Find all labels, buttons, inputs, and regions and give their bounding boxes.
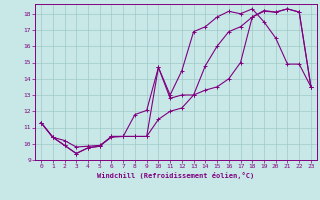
X-axis label: Windchill (Refroidissement éolien,°C): Windchill (Refroidissement éolien,°C) [97,172,255,179]
